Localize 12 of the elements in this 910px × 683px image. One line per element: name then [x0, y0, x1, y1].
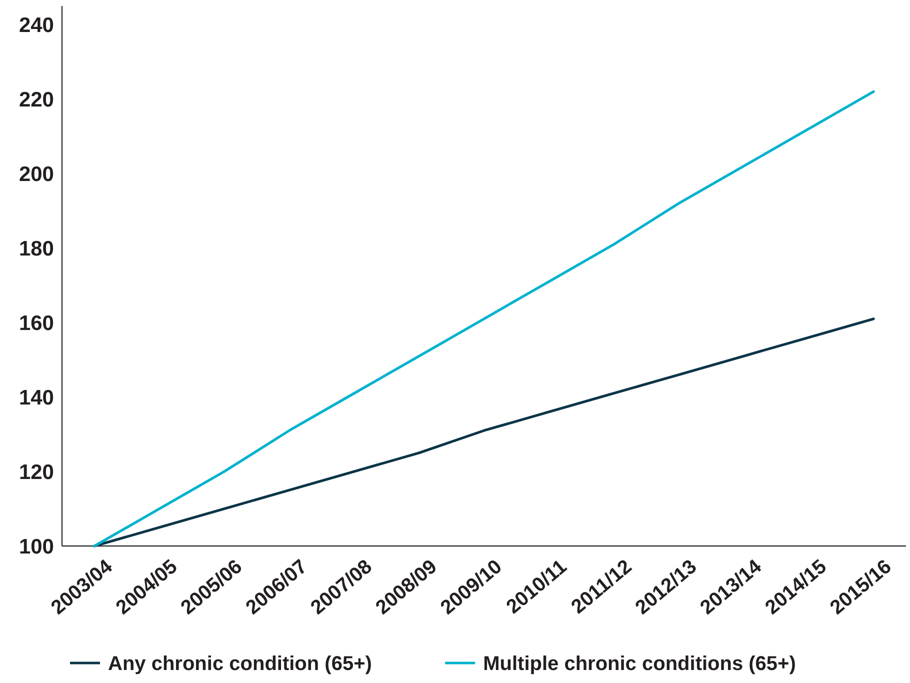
legend-label: Any chronic condition (65+): [108, 653, 372, 675]
y-tick-label: 240: [18, 14, 54, 37]
line-series: [93, 318, 875, 548]
y-tick-label: 220: [18, 88, 54, 112]
y-tick-label: 200: [18, 162, 54, 186]
legend-label: Multiple chronic conditions (65+): [483, 653, 796, 675]
y-tick-label: 140: [18, 386, 54, 410]
y-tick-label: 180: [18, 237, 54, 260]
line-series: [93, 90, 875, 548]
y-tick-label: 160: [18, 312, 54, 335]
y-tick-label: 120: [18, 460, 54, 484]
y-tick-label: 100: [18, 535, 54, 558]
